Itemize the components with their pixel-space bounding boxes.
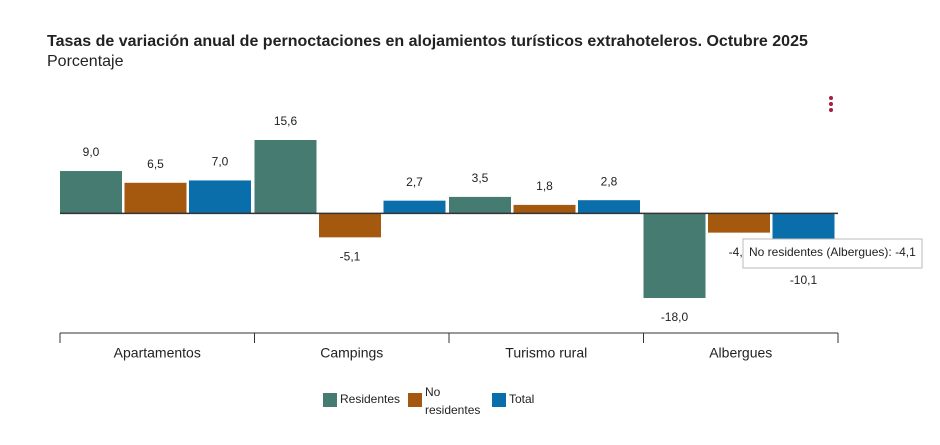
value-label: 9,0: [83, 145, 100, 159]
legend-label[interactable]: No residentes: [425, 385, 481, 417]
value-label: -18,0: [661, 310, 689, 324]
bar: [189, 180, 251, 214]
bar: [643, 213, 706, 298]
value-label: 6,5: [147, 157, 164, 171]
tooltip: No residentes (Albergues): -4,1: [742, 238, 923, 269]
value-label: 7,0: [212, 155, 229, 169]
bar: [254, 140, 317, 214]
value-label: 2,8: [601, 174, 618, 188]
x-tick-label: Turismo rural: [505, 345, 587, 361]
value-label: -10,1: [790, 273, 818, 287]
legend-swatch: [492, 393, 506, 407]
x-tick-label: Albergues: [709, 345, 772, 361]
chart-title: Tasas de variación anual de pernoctacion…: [47, 33, 808, 50]
bar: [708, 213, 770, 233]
legend-swatch: [323, 393, 337, 407]
legend-label[interactable]: Residentes: [340, 392, 401, 406]
bar: [578, 200, 640, 214]
value-label: -5,1: [340, 250, 361, 264]
value-label: 3,5: [472, 171, 489, 185]
value-label: 1,8: [536, 179, 553, 193]
legend-label[interactable]: Total: [509, 392, 535, 406]
value-label: 15,6: [274, 114, 298, 128]
legend-swatch: [408, 393, 422, 407]
bar: [124, 182, 187, 214]
bar: [449, 196, 511, 214]
x-tick-label: Campings: [320, 345, 383, 361]
menu-icon[interactable]: [829, 96, 833, 112]
tooltip-box: [742, 238, 923, 269]
tooltip-text: No residentes (Albergues): -4,1: [749, 245, 916, 259]
bar: [513, 204, 576, 214]
bar: [319, 213, 381, 238]
x-tick-label: Apartamentos: [114, 345, 201, 361]
bar: [60, 171, 122, 214]
bar: [383, 200, 446, 214]
value-label: 2,7: [406, 175, 423, 189]
chart-subtitle: Porcentaje: [47, 53, 124, 70]
